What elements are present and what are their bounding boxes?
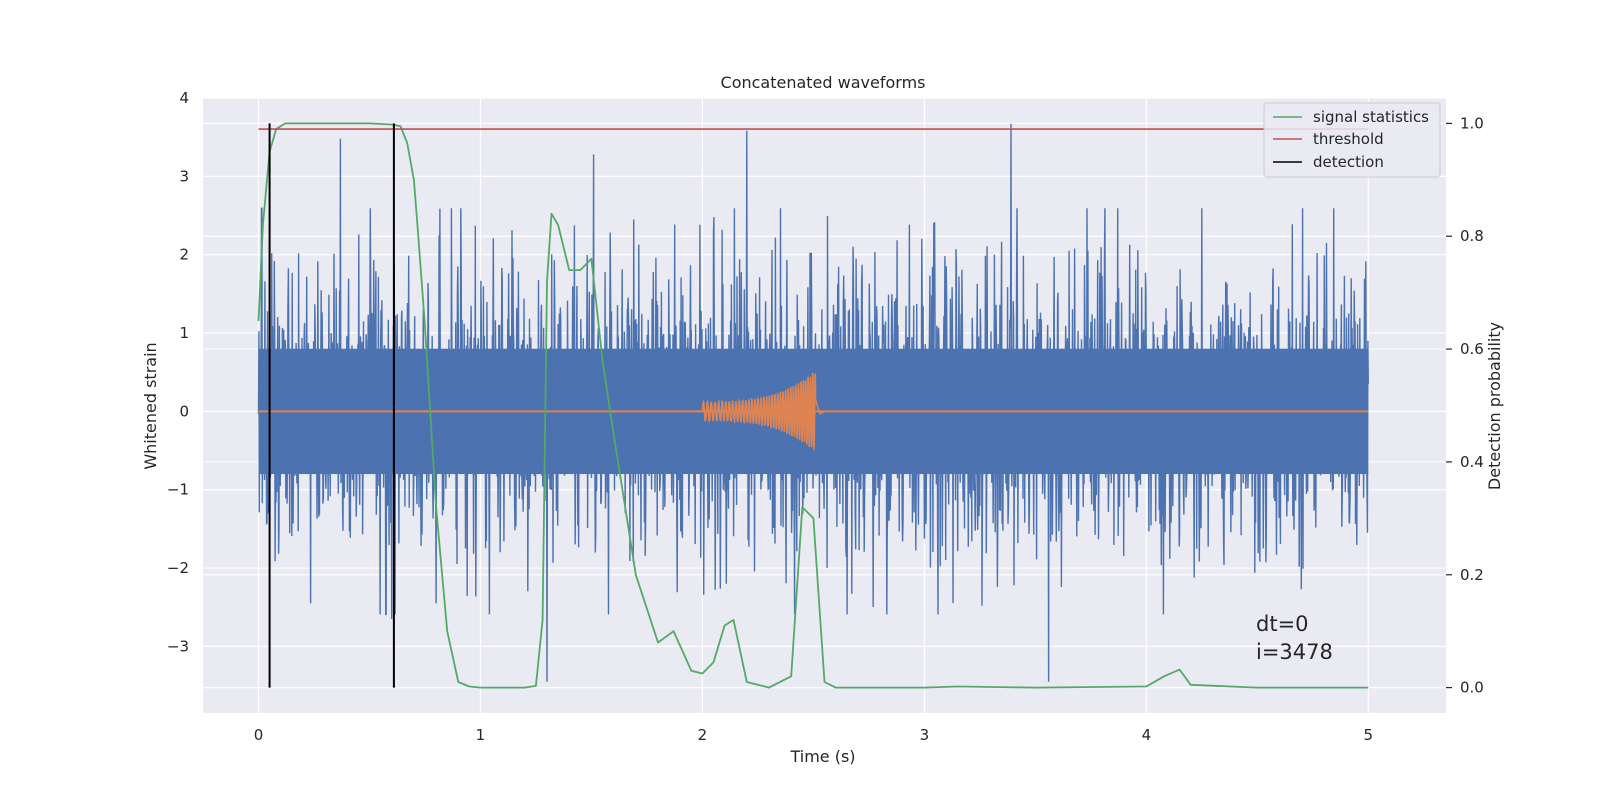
annotation-dt: dt=0: [1256, 612, 1309, 636]
legend-label-detection: detection: [1313, 153, 1384, 171]
y-left-tick-label: 3: [179, 167, 189, 185]
y-right-tick-label: 0.2: [1460, 566, 1484, 584]
probability-series: [257, 122, 1369, 689]
x-axis-title: Time (s): [789, 747, 855, 766]
y-left-tick-label: 4: [179, 89, 189, 107]
legend-label-threshold: threshold: [1313, 130, 1384, 148]
x-tick-label: 1: [476, 726, 486, 744]
axes: 0 1 2 3 4 5 4 3 2 1 0 −1 −2 −3 1.0 0.8 0.6 0.4 0.2 0.0: [167, 89, 1484, 744]
x-tick-label: 2: [698, 726, 708, 744]
y-left-axis-title: Whitened strain: [141, 342, 160, 469]
chart-title: Concatenated waveforms: [721, 73, 926, 92]
legend-box: [1263, 102, 1441, 178]
y-left-tick-label: 0: [179, 402, 189, 420]
x-tick-label: 3: [920, 726, 930, 744]
y-right-tick-label: 0.0: [1460, 679, 1484, 697]
y-left-tick-label: 1: [179, 324, 189, 342]
y-left-tick-label: −2: [167, 559, 189, 577]
annotation-index: i=3478: [1256, 640, 1333, 664]
y-left-tick-label: 2: [179, 246, 189, 264]
y-right-tick-label: 0.6: [1460, 340, 1484, 358]
chirp-line: [701, 372, 825, 451]
y-right-tick-label: 0.4: [1460, 453, 1484, 471]
noise-line: [257, 123, 1369, 682]
y-right-tick-label: 0.8: [1460, 227, 1484, 245]
injected-chirp-series: [258, 372, 1369, 451]
y-right-axis-title: Detection probability: [1485, 322, 1504, 490]
y-left-tick-label: −3: [167, 637, 189, 655]
x-tick-label: 0: [254, 726, 264, 744]
y-right-tick-label: 1.0: [1460, 114, 1484, 132]
x-tick-label: 5: [1364, 726, 1374, 744]
x-tick-label: 4: [1142, 726, 1152, 744]
y-left-tick-label: −1: [167, 481, 189, 499]
legend: signal statistics threshold detection: [1263, 102, 1441, 178]
legend-label-signal-statistics: signal statistics: [1313, 108, 1429, 126]
